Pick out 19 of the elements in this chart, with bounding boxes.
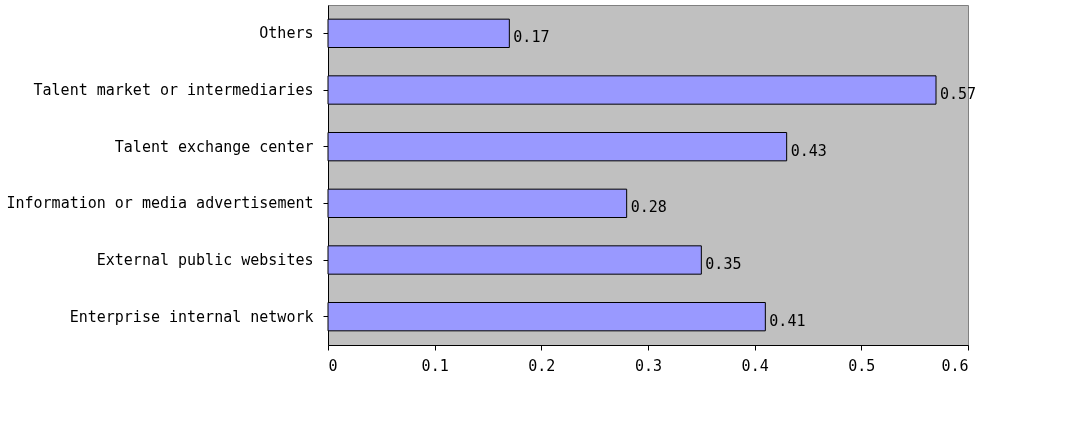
x-tick-label: 0 [328,356,338,375]
data-label: 0.41 [769,311,806,330]
data-label: 0.57 [940,85,977,103]
x-tick-label: 0.5 [848,356,876,375]
data-label: 0.43 [790,141,827,160]
y-tick-label: Enterprise internal network [69,307,314,326]
x-tick-label: 0.4 [741,356,769,375]
data-label: 0.17 [513,28,550,47]
data-label: 0.35 [705,255,742,273]
y-tick-label: Information or media advertisement [6,194,314,213]
data-label: 0.28 [630,198,667,217]
y-tick-label: External public websites [96,251,314,269]
y-tick-label: Others [259,24,314,43]
x-tick-label: 0.1 [421,356,449,375]
y-tick-label: Talent market or intermediaries [33,81,314,99]
x-tick-label: 0.2 [528,356,556,375]
y-tick-label: Talent exchange center [114,137,314,156]
x-tick-label: 0.3 [634,356,663,375]
x-tick-label: 0.6 [941,356,969,375]
